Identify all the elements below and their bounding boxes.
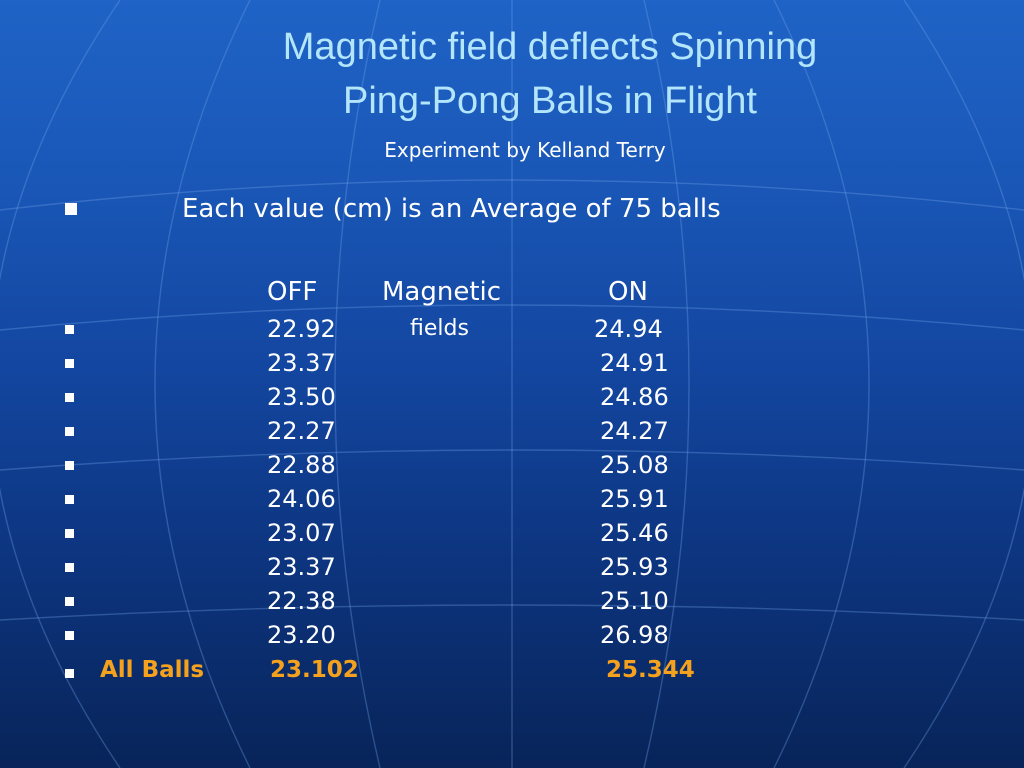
row-5-on-value: 25.08 [600, 451, 669, 479]
row-9-on-value: 25.10 [600, 587, 669, 615]
row-10-on-value: 26.98 [600, 621, 669, 649]
bullet-icon [65, 203, 77, 215]
row-2-off-value: 23.37 [267, 349, 336, 377]
bullet-icon [65, 597, 74, 606]
slide-title-line-2: Ping-Pong Balls in Flight [343, 80, 757, 122]
row-4-on-value: 24.27 [600, 417, 669, 445]
row-6-off-value: 24.06 [267, 485, 336, 513]
row-3-off-value: 23.50 [267, 383, 336, 411]
intro-text: Each value (cm) is an Average of 75 ball… [182, 194, 721, 224]
row-10-off-value: 23.20 [267, 621, 336, 649]
bullet-icon [65, 359, 74, 368]
row-9-off-value: 22.38 [267, 587, 336, 615]
bullet-icon [65, 461, 74, 470]
total-off-value: 23.102 [270, 657, 359, 683]
row-6-on-value: 25.91 [600, 485, 669, 513]
row-1-on-value: 24.94 [594, 315, 663, 343]
header-on: ON [608, 277, 648, 307]
bullet-icon [65, 495, 74, 504]
total-on-value: 25.344 [606, 657, 695, 683]
header-fields-note: fields [410, 316, 469, 341]
row-2-on-value: 24.91 [600, 349, 669, 377]
row-8-off-value: 23.37 [267, 553, 336, 581]
row-8-on-value: 25.93 [600, 553, 669, 581]
bullet-icon [65, 427, 74, 436]
header-off: OFF [267, 277, 318, 307]
row-7-off-value: 23.07 [267, 519, 336, 547]
bullet-icon [65, 529, 74, 538]
slide-subtitle: Experiment by Kelland Terry [384, 138, 666, 162]
row-1-off-value: 22.92 [267, 315, 336, 343]
bullet-icon [65, 563, 74, 572]
bullet-icon [65, 325, 74, 334]
slide-title-line-1: Magnetic field deflects Spinning [282, 26, 818, 68]
bullet-icon [65, 669, 74, 678]
total-label: All Balls [100, 657, 205, 683]
bullet-icon [65, 393, 74, 402]
row-5-off-value: 22.88 [267, 451, 336, 479]
bullet-icon [65, 631, 74, 640]
row-3-on-value: 24.86 [600, 383, 669, 411]
row-4-off-value: 22.27 [267, 417, 336, 445]
row-7-on-value: 25.46 [600, 519, 669, 547]
header-magnetic: Magnetic [382, 277, 502, 307]
